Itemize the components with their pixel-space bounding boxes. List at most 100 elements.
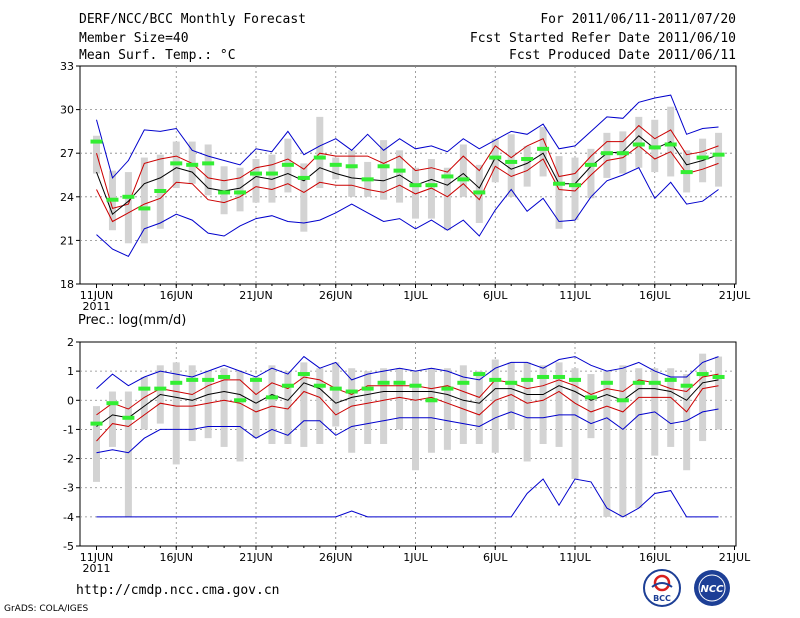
observed-mark [218, 190, 231, 195]
x-tick-label: 21JUN [239, 289, 273, 302]
source-url[interactable]: http://cmdp.ncc.cma.gov.cn [76, 583, 280, 598]
series-max-line [96, 355, 719, 389]
observed-mark [648, 145, 661, 150]
spread-box [523, 145, 531, 187]
observed-mark [521, 377, 534, 382]
spread-box [348, 368, 356, 453]
spread-box [459, 365, 467, 444]
spread-box [268, 154, 276, 203]
observed-mark [281, 383, 294, 388]
spread-box [140, 157, 148, 244]
spread-box [603, 371, 611, 517]
spread-box [316, 368, 324, 444]
x-tick-label: 16JUL [639, 551, 671, 564]
observed-mark [505, 159, 518, 164]
spread-box [316, 116, 324, 189]
panel-temperature: 33 30 27 24 21 18 11JUN 16JUN 21JUN 26JUN 1JUL 6JUL… [60, 60, 751, 313]
spread-box [491, 138, 499, 183]
spread-box [459, 144, 467, 197]
spread-box [555, 156, 563, 229]
spread-box [667, 368, 675, 447]
spread-box [539, 127, 547, 177]
observed-mark [90, 139, 103, 144]
x-tick-label: 26JUN [319, 551, 353, 564]
y-tick-label: -5 [63, 540, 74, 553]
observed-mark [616, 151, 629, 156]
fcst-produced-date: Fcst Produced Date 2011/06/11 [509, 48, 736, 63]
panel-title: Prec.: log(mm/d) [78, 313, 186, 328]
observed-mark [377, 164, 390, 169]
spread-box [284, 371, 292, 444]
spread-box [108, 391, 116, 447]
observed-mark [553, 374, 566, 379]
series-max-line [96, 94, 719, 179]
observed-mark [409, 383, 422, 388]
y-tick-label: -3 [63, 482, 74, 495]
observed-mark [329, 386, 342, 391]
spread-box [236, 167, 244, 212]
spread-box [220, 368, 228, 447]
observed-mark [218, 374, 231, 379]
x-tick-label: 16JUN [159, 289, 193, 302]
spread-box [427, 368, 435, 453]
fcst-started-date: Fcst Started Refer Date 2011/06/10 [469, 31, 736, 46]
spread-box [236, 371, 244, 462]
spread-box [124, 172, 132, 244]
observed-mark [361, 386, 374, 391]
ncc-logo: NCC [694, 570, 730, 606]
observed-mark [473, 190, 486, 195]
spread-box [443, 368, 451, 450]
spread-box [507, 134, 515, 197]
observed-mark [106, 197, 119, 202]
x-tick-label: 11JUN [80, 551, 114, 564]
observed-mark [648, 380, 661, 385]
spread-box [396, 368, 404, 430]
observed-mark [122, 415, 135, 420]
y-tick-label: 24 [60, 191, 74, 204]
spread-box [332, 157, 340, 180]
bcc-logo-text: BCC [653, 594, 671, 603]
spread-box [683, 374, 691, 471]
spread-box [300, 362, 308, 447]
spread-box [523, 362, 531, 462]
spread-box [300, 163, 308, 232]
observed-mark [600, 380, 613, 385]
spread-box [188, 365, 196, 442]
observed-mark [138, 206, 151, 211]
x-tick-label: 21JUN [239, 551, 273, 564]
x-tick-label: 1JUL [403, 289, 428, 302]
x-year-label: 2011 [83, 562, 111, 575]
observed-mark [90, 421, 103, 426]
observed-mark [457, 380, 470, 385]
ncc-logo-text: NCC [700, 584, 724, 595]
spread-box [571, 157, 579, 221]
observed-mark [441, 174, 454, 179]
y-tick-label: -2 [63, 453, 74, 466]
observed-mark [377, 380, 390, 385]
observed-mark [234, 190, 247, 195]
observed-mark [680, 383, 693, 388]
spread-box [220, 166, 228, 215]
observed-mark [329, 162, 342, 167]
y-tick-label: 18 [60, 278, 74, 291]
spread-box [539, 365, 547, 444]
spread-box [491, 359, 499, 453]
spread-box [172, 362, 180, 465]
observed-mark [250, 377, 262, 382]
x-tick-label: 16JUN [159, 551, 193, 564]
observed-mark [505, 380, 518, 385]
spread-box [204, 144, 212, 196]
series-mean-line [96, 379, 719, 427]
spread-box [475, 371, 483, 444]
observed-mark [569, 183, 581, 188]
observed-mark [664, 377, 677, 382]
series-min-line [96, 167, 719, 258]
logos: BCC NCC [643, 569, 730, 607]
observed-mark [489, 155, 502, 160]
observed-mark [393, 380, 406, 385]
grads-credit: GrADS: COLA/IGES [4, 604, 89, 614]
observed-mark [281, 162, 294, 167]
member-size: Member Size=40 [79, 31, 189, 46]
chart-title: DERF/NCC/BCC Monthly Forecast [79, 12, 306, 27]
